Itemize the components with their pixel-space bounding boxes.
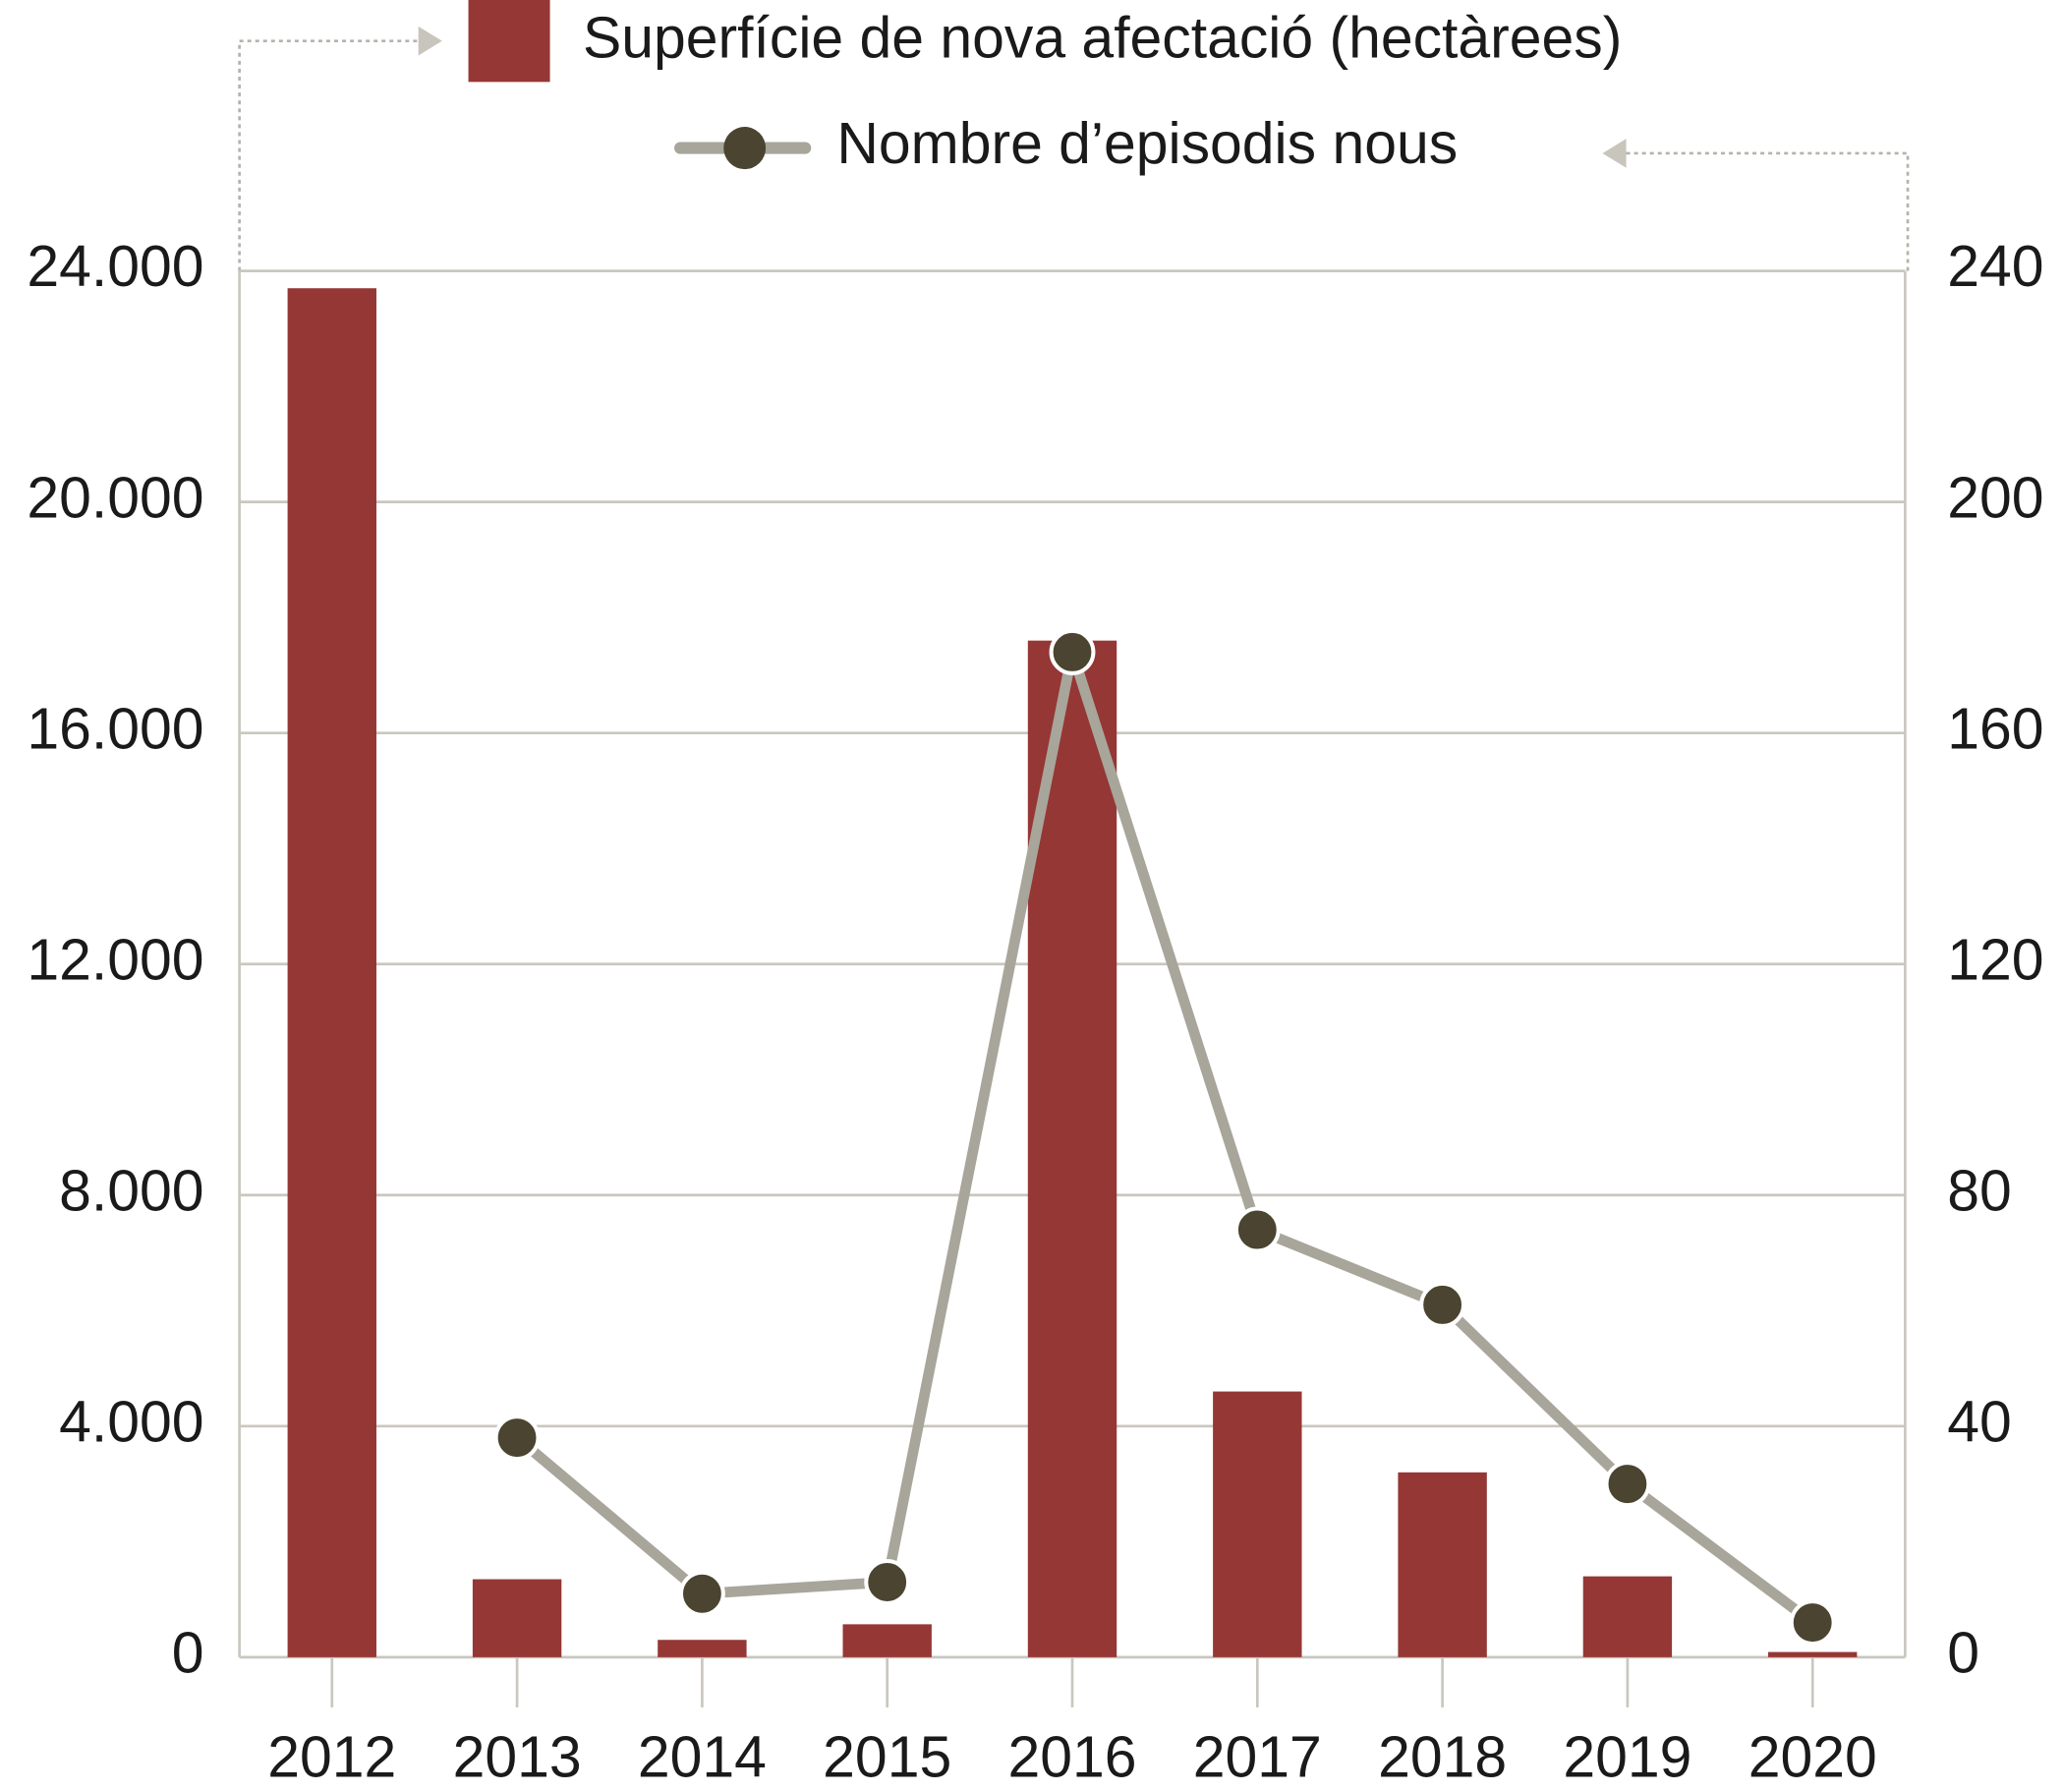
x-tick-label: 2017: [1193, 1725, 1322, 1790]
point: [493, 1415, 541, 1462]
y2-tick-label: 120: [1947, 927, 2043, 992]
x-tick-label: 2013: [453, 1725, 582, 1790]
y-tick-label: 0: [172, 1620, 204, 1685]
point: [1049, 628, 1096, 675]
bar: [1398, 1472, 1487, 1657]
bar: [1213, 1391, 1302, 1657]
y-tick-label: 8.000: [59, 1158, 203, 1223]
y-tick-label: 4.000: [59, 1389, 203, 1454]
x-tick-label: 2015: [823, 1725, 951, 1790]
legend-label: Superfície de nova afectació (hectàrees): [583, 6, 1622, 71]
point: [678, 1570, 725, 1617]
y2-tick-label: 80: [1947, 1158, 2012, 1223]
y2-tick-label: 160: [1947, 696, 2043, 761]
point: [1604, 1461, 1651, 1508]
line: [513, 647, 1816, 1627]
y2-tick-label: 200: [1947, 465, 2043, 530]
point: [1419, 1281, 1466, 1328]
bar: [472, 1579, 562, 1657]
x-tick-label: 2018: [1378, 1725, 1507, 1790]
y-tick-label: 12.000: [27, 927, 203, 992]
bar: [287, 288, 376, 1657]
axis-pointers: [238, 39, 1910, 271]
legend-swatch: [723, 127, 767, 170]
y2-tick-label: 40: [1947, 1389, 2012, 1454]
point: [864, 1558, 911, 1606]
legend: Superfície de nova afectació (hectàrees)…: [468, 0, 1622, 176]
y-tick-label: 20.000: [27, 465, 203, 530]
bar: [1768, 1651, 1858, 1657]
legend-label: Nombre d’episodis nous: [836, 111, 1458, 176]
bar: [658, 1640, 747, 1657]
x-tick-label: 2012: [267, 1725, 396, 1790]
y-tick-label: 24.000: [27, 234, 203, 299]
y2-tick-label: 0: [1947, 1620, 1979, 1685]
x-tick-label: 2016: [1007, 1725, 1136, 1790]
point: [1789, 1599, 1836, 1647]
point: [1233, 1206, 1281, 1253]
x-tick-label: 2014: [638, 1725, 767, 1790]
bar: [1582, 1576, 1673, 1657]
x-tick-label: 2019: [1563, 1725, 1691, 1790]
legend-swatch: [468, 0, 550, 83]
y-tick-label: 16.000: [27, 696, 203, 761]
pointer-arrow: [1602, 139, 1627, 168]
bar: [842, 1624, 932, 1657]
pointer-arrow: [418, 26, 442, 56]
x-tick-label: 2020: [1748, 1725, 1877, 1790]
y2-tick-label: 240: [1947, 234, 2043, 299]
